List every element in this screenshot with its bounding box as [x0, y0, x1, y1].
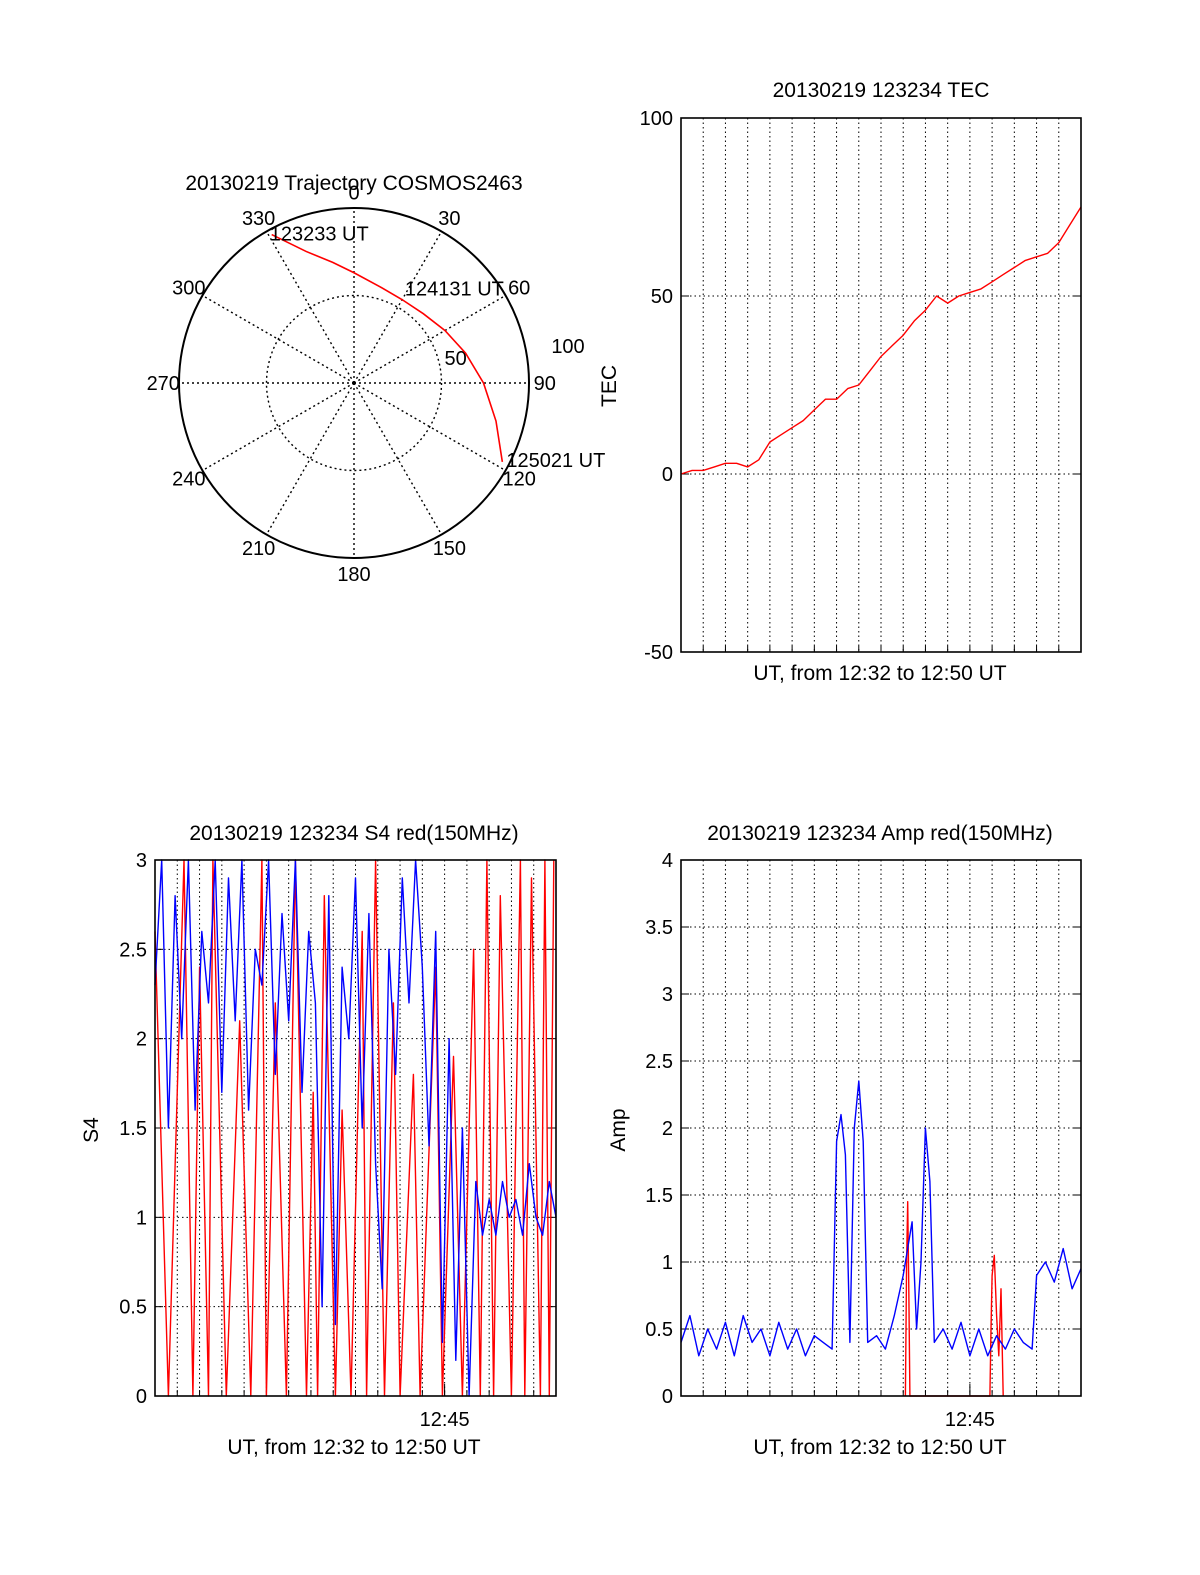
amp-plot: 0 0.5 1 1.5 2 2.5 3 3.5 4 12:45: [645, 850, 1082, 1431]
polar-azimuth-label-120: 120: [503, 468, 536, 490]
amp-ytick-4: 4: [662, 850, 673, 872]
s4-ytick-1: 1: [136, 1207, 147, 1229]
s4-ytick-0: 0: [136, 1386, 147, 1408]
amp-ytick-1.5: 1.5: [645, 1185, 673, 1207]
polar-azimuth-label-90: 90: [534, 373, 556, 395]
amp-xlabel: UT, from 12:32 to 12:50 UT: [753, 1436, 1006, 1459]
s4-series-blue: [154, 859, 557, 1397]
tec-ytick--50: -50: [644, 642, 673, 664]
amp-ytick-0: 0: [662, 1386, 673, 1408]
polar-azimuth-label-60: 60: [508, 278, 530, 300]
amp-title: 20130219 123234 Amp red(150MHz): [707, 822, 1053, 845]
amp-series-blue: [680, 1080, 1082, 1357]
trajectory-annotation-2: 125021 UT: [506, 450, 605, 472]
polar-azimuth-label-150: 150: [433, 538, 466, 560]
polar-spoke-120: [353, 382, 506, 472]
s4-ytick-1.5: 1.5: [119, 1118, 147, 1140]
amp-ytick-2: 2: [662, 1118, 673, 1140]
s4-ytick-3: 3: [136, 850, 147, 872]
s4-ytick-0.5: 0.5: [119, 1297, 147, 1319]
polar-azimuth-label-180: 180: [337, 564, 370, 586]
amp-ytick-1: 1: [662, 1252, 673, 1274]
polar-radial-label-50: 50: [445, 348, 467, 370]
s4-ylabel: S4: [80, 1117, 103, 1143]
polar-azimuth-label-0: 0: [348, 182, 359, 204]
trajectory-title: 20130219 Trajectory COSMOS2463: [185, 172, 522, 195]
trajectory-annotation-0: 123233 UT: [270, 224, 369, 246]
amp-ytick-2.5: 2.5: [645, 1051, 673, 1073]
polar-ring-50: [265, 294, 443, 472]
amp-ytick-3: 3: [662, 984, 673, 1006]
s4-xtick-12:45: 12:45: [420, 1409, 470, 1431]
s4-frame: [154, 859, 557, 1397]
polar-azimuth-label-30: 30: [438, 208, 460, 230]
tec-xlabel: UT, from 12:32 to 12:50 UT: [753, 662, 1006, 685]
polar-spoke-330: [265, 231, 355, 384]
tec-ytick-100: 100: [640, 108, 673, 130]
tec-plot: -50 0 50 100: [640, 108, 1082, 664]
amp-xtick-12:45: 12:45: [945, 1409, 995, 1431]
trajectory-plot: 0 30 60 90 120 150 180 210 240 270 300 330 50 100 1232…: [147, 182, 606, 586]
tec-title: 20130219 123234 TEC: [773, 79, 990, 102]
polar-azimuth-label-330: 330: [242, 208, 275, 230]
polar-spoke-210: [265, 382, 355, 535]
polar-azimuth-label-300: 300: [172, 278, 205, 300]
polar-spoke-300: [202, 294, 355, 384]
polar-spoke-30: [353, 231, 443, 384]
s4-xlabel: UT, from 12:32 to 12:50 UT: [227, 1436, 480, 1459]
tec-series-red: [680, 206, 1082, 475]
amp-frame: [680, 859, 1082, 1397]
polar-azimuth-label-270: 270: [147, 373, 180, 395]
s4-ytick-2: 2: [136, 1029, 147, 1051]
tec-frame: [680, 117, 1082, 653]
polar-spoke-150: [353, 382, 443, 535]
polar-spoke-240: [202, 382, 355, 472]
amp-ylabel: Amp: [607, 1108, 630, 1151]
s4-title: 20130219 123234 S4 red(150MHz): [189, 822, 518, 845]
amp-ytick-0.5: 0.5: [645, 1319, 673, 1341]
amp-ytick-3.5: 3.5: [645, 917, 673, 939]
tec-ytick-50: 50: [651, 286, 673, 308]
s4-ytick-2.5: 2.5: [119, 939, 147, 961]
polar-azimuth-label-240: 240: [172, 468, 205, 490]
amp-series-red: [904, 1200, 1004, 1397]
tec-ytick-0: 0: [662, 464, 673, 486]
trajectory-line: [271, 233, 504, 462]
polar-azimuth-label-210: 210: [242, 538, 275, 560]
polar-radial-label-100: 100: [551, 336, 584, 358]
trajectory-annotation-1: 124131 UT: [405, 279, 504, 301]
tec-ylabel: TEC: [598, 365, 621, 407]
s4-plot: 0 0.5 1 1.5 2 2.5 3 12:45: [119, 850, 557, 1431]
polar-outer-ring: [178, 207, 530, 559]
polar-spoke-60: [353, 294, 506, 384]
